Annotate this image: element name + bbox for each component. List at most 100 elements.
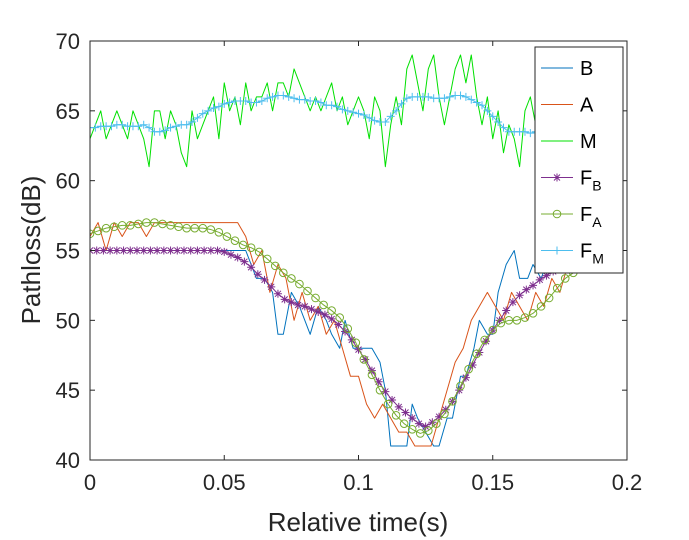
data-point-f-a [206,225,216,234]
data-point-f-a [311,293,320,303]
data-point-f-a [222,232,232,241]
data-point-f-m [381,118,390,127]
data-point-f-a [375,385,385,395]
x-tick-label: 0.1 [343,470,374,495]
series-m [90,54,574,168]
data-point-f-a [351,338,361,347]
data-point-f-a [150,218,159,227]
data-point-f-a [456,381,465,391]
data-point-f-m [365,113,374,122]
data-point-f-m [193,113,202,122]
data-point-f-b [294,300,303,309]
data-point-f-b [159,246,168,255]
data-point-f-m [461,92,470,101]
data-point-f-a [544,293,554,303]
data-point-f-m [343,106,352,115]
data-point-f-m [483,106,492,115]
data-point-f-b [401,408,410,417]
data-point-f-a [383,399,393,409]
data-point-f-a [536,302,546,311]
data-point-f-a [214,228,224,237]
data-point-f-m [499,123,508,132]
data-point-f-m [257,97,266,106]
data-point-f-b [99,246,108,255]
legend-label-f-a: FA [580,204,602,230]
data-point-f-a [295,279,304,289]
legend-label-b: B [580,58,593,80]
data-point-f-m [225,98,234,107]
data-point-f-b [374,377,383,386]
x-axis-title: Relative time(s) [268,507,449,537]
data-point-f-b [495,316,504,325]
data-point-f-m [284,92,293,101]
data-point-f-b [347,335,356,344]
data-point-f-m [402,94,411,103]
data-point-f-b [542,271,551,280]
series-line-m [90,54,574,168]
data-point-f-b [287,298,296,307]
data-point-f-m [139,120,148,129]
data-point-f-m [338,105,347,114]
data-point-f-a [90,229,95,239]
data-point-f-a [343,324,353,334]
data-point-f-a [198,223,208,233]
legend-entry-b: B [541,58,593,80]
data-point-f-a [512,316,522,325]
legend-label-f-b: FB [580,168,602,194]
data-point-f-b [179,246,188,255]
data-point-f-a [93,226,103,236]
data-point-f-m [445,92,454,101]
legend-subscript: A [592,214,602,230]
data-point-f-m [290,94,299,103]
legend-entry-f-b: FB [541,168,602,194]
legend-subscript: M [592,251,604,267]
data-point-f-a [415,429,425,438]
y-tick-label: 40 [56,448,80,473]
y-tick-label: 45 [56,378,80,403]
data-point-f-m [118,120,127,129]
data-point-f-b [334,320,343,329]
data-point-f-a [327,306,336,315]
data-point-f-b [126,246,135,255]
data-point-f-m [166,123,175,132]
data-point-f-b [414,419,423,428]
data-point-f-b [206,246,215,255]
data-point-f-a [174,222,183,232]
data-point-f-a [552,283,562,293]
data-point-f-a [166,221,175,230]
legend-entry-f-a: FA [541,204,602,230]
data-point-f-m [134,122,143,131]
data-point-f-m [440,94,449,103]
data-point-f-b [388,395,397,404]
legend-marker-f-a [552,209,562,219]
data-point-f-m [188,118,197,127]
data-point-f-b [253,270,262,279]
legend-label-f-m: FM [580,241,604,267]
data-point-f-m [279,91,288,100]
data-point-f-b [482,337,491,346]
data-point-f-a [472,349,481,359]
legend-entry-m: M [541,131,597,153]
data-point-f-b [408,414,417,423]
data-point-f-m [91,123,100,132]
data-point-f-m [488,112,497,121]
data-point-f-a [134,219,143,229]
data-point-f-b [240,257,249,266]
series-line-f-a [90,222,574,434]
data-point-f-a [480,335,489,345]
legend-entry-a: A [541,95,594,117]
data-point-f-b [529,281,538,290]
legend-label-a: A [580,95,594,117]
data-point-f-m [349,108,358,117]
data-point-f-b [435,412,444,421]
data-point-f-b [267,282,276,291]
data-point-f-b [461,373,470,382]
data-point-f-b [300,302,309,311]
data-point-f-a [238,240,248,250]
data-point-f-m [161,126,170,135]
data-point-f-a [230,236,240,246]
data-point-f-m [204,106,213,115]
data-point-f-b [112,246,121,255]
data-point-f-b [166,246,175,255]
